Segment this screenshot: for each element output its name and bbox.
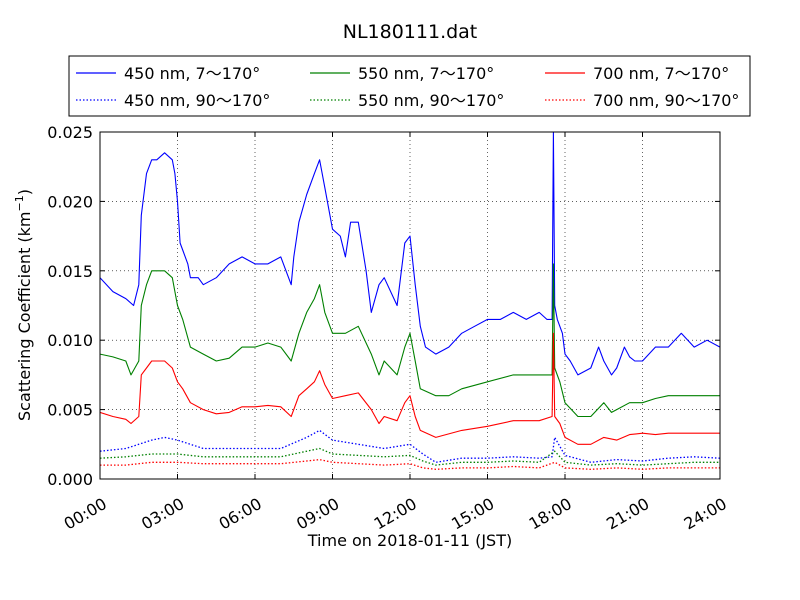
x-tick-label: 21:00 (603, 494, 652, 534)
series-line (100, 429, 720, 463)
grid (100, 132, 720, 479)
legend-label: 550 nm, 7～170° (358, 64, 494, 83)
x-tick-label: 24:00 (681, 494, 730, 534)
series-group (100, 132, 720, 470)
y-tick-label: 0.015 (47, 262, 93, 281)
y-tick-label: 0.020 (47, 192, 93, 211)
legend-box (68, 55, 751, 117)
legend-label: 450 nm, 7～170° (124, 64, 260, 83)
x-tick-label: 18:00 (526, 494, 575, 534)
plot-area (99, 131, 721, 480)
legend-label: 700 nm, 7～170° (593, 64, 729, 83)
x-axis-label: Time on 2018-01-11 (JST) (307, 531, 512, 550)
series-line (100, 458, 720, 470)
y-axis-label-close: ) (15, 189, 34, 195)
series-line (100, 263, 720, 418)
legend-label: 550 nm, 90～170° (358, 91, 504, 110)
series-line (100, 447, 720, 466)
series-line (100, 332, 720, 445)
y-tick-label: 0.005 (47, 401, 93, 420)
chart-title: NL180111.dat (343, 21, 478, 43)
x-tick-labels: 00:00 03:00 06:00 09:00 12:00 15:00 18:00 21:00… (61, 494, 730, 534)
y-axis-label-exponent: −1 (13, 195, 26, 211)
axis-ticks (99, 131, 721, 480)
x-tick-label: 12:00 (371, 494, 420, 534)
y-tick-label: 0.010 (47, 331, 93, 350)
x-tick-label: 06:00 (216, 494, 265, 534)
y-tick-labels: 0.000 0.005 0.010 0.015 0.020 0.025 (47, 123, 93, 489)
x-tick-label: 09:00 (293, 494, 342, 534)
legend-label: 450 nm, 90～170° (124, 91, 270, 110)
x-tick-label: 03:00 (138, 494, 187, 534)
legend-label: 700 nm, 90～170° (593, 91, 739, 110)
series-line (100, 132, 720, 376)
y-axis-label-main: Scattering Coefficient (km (15, 211, 34, 421)
x-tick-label: 15:00 (448, 494, 497, 534)
y-axis-label: Scattering Coefficient (km−1) (13, 189, 34, 421)
y-tick-label: 0.000 (47, 470, 93, 489)
x-tick-label: 00:00 (61, 494, 110, 534)
legend: 450 nm, 7～170° 450 nm, 90～170° 550 nm, 7～1… (68, 55, 751, 117)
y-tick-label: 0.025 (47, 123, 93, 142)
